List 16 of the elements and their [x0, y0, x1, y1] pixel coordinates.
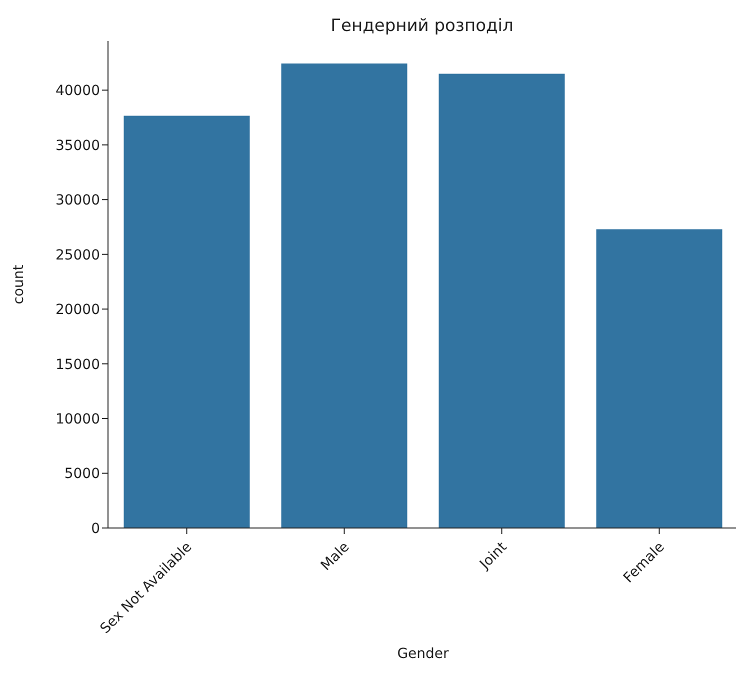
y-tick-label: 15000 [55, 356, 100, 373]
y-tick-label: 0 [91, 520, 100, 537]
x-axis-title: Gender [397, 646, 450, 662]
y-tick-label: 35000 [55, 138, 100, 154]
bar [438, 74, 565, 528]
y-tick-label: 25000 [55, 247, 100, 264]
y-tick-label: 40000 [55, 83, 100, 100]
y-tick-label: 20000 [55, 302, 100, 318]
y-axis-title: count [10, 264, 27, 304]
bar [281, 64, 408, 528]
y-tick-label: 10000 [55, 412, 100, 428]
chart-title: Гендерний розподіл [330, 16, 514, 36]
bar [124, 116, 250, 528]
bar [596, 229, 722, 528]
y-tick-label: 30000 [55, 192, 100, 209]
y-tick-label: 5000 [64, 466, 100, 482]
